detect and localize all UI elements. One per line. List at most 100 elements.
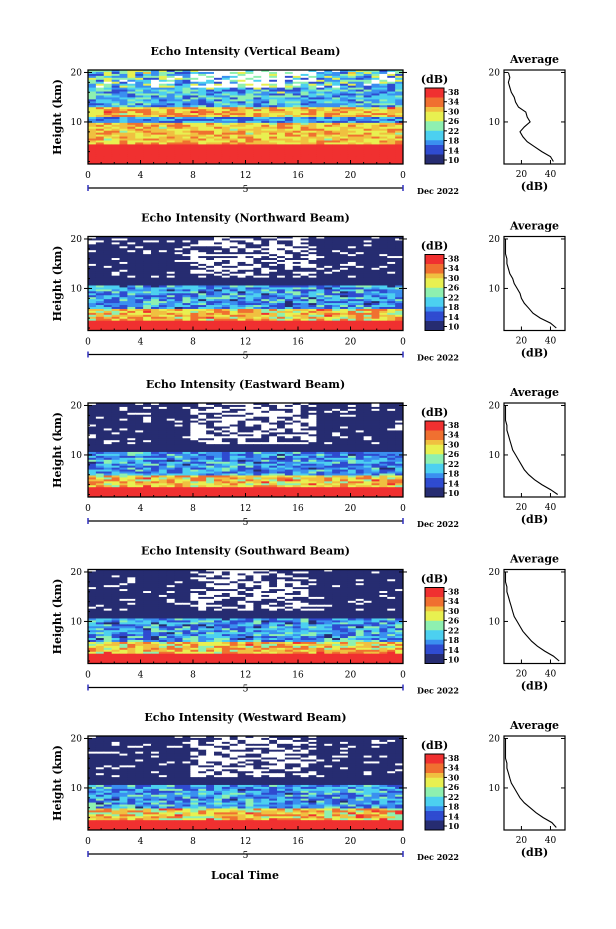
heatmap-cell (371, 120, 380, 124)
heatmap-cell (182, 279, 191, 282)
heatmap-cell (135, 244, 144, 247)
heatmap-cell (316, 310, 325, 314)
heatmap-cell (127, 420, 136, 423)
heatmap-cell (166, 424, 176, 427)
heatmap-cell (111, 156, 120, 159)
heatmap-cell (261, 275, 270, 279)
heatmap-cell (135, 124, 144, 128)
heatmap-cell (143, 422, 152, 425)
heatmap-cell (347, 418, 357, 422)
heatmap-cell (324, 434, 333, 437)
heatmap-cell (103, 118, 113, 122)
heatmap-cell (379, 291, 388, 294)
heatmap-cell (151, 146, 160, 149)
x-tick-label: 0 (400, 171, 406, 181)
heatmap-cell (190, 103, 199, 106)
heatmap-cell (371, 444, 380, 447)
heatmap-cell (245, 293, 254, 296)
heatmap-cell (269, 120, 278, 124)
heatmap-cell (143, 138, 152, 141)
heatmap-cell (88, 328, 97, 331)
colorbar-swatch (425, 268, 444, 274)
heatmap-cell (332, 436, 341, 439)
heatmap-cell (308, 318, 317, 322)
heatmap-cell (182, 295, 191, 298)
heatmap-cell (347, 285, 357, 288)
heatmap-cell (363, 134, 372, 137)
heatmap-cell (119, 269, 128, 273)
heatmap-cell (198, 91, 207, 94)
heatmap-cell (292, 293, 302, 296)
heatmap-cell (135, 73, 144, 77)
heatmap-cell (135, 152, 144, 155)
heatmap-cell (182, 93, 191, 96)
heatmap-cell (277, 238, 286, 241)
heatmap-cell (363, 89, 372, 92)
heatmap-cell (284, 426, 294, 429)
heatmap-cell (245, 273, 254, 277)
heatmap-cell (158, 265, 168, 269)
heatmap-cell (371, 412, 380, 416)
heatmap-cell (88, 314, 97, 318)
heatmap-cell (174, 144, 183, 147)
heatmap-cell (284, 115, 294, 118)
heatmap-cell (237, 301, 246, 304)
heatmap-cell (151, 236, 160, 239)
heatmap-cell (174, 117, 183, 120)
heatmap-cell (332, 293, 341, 296)
heatmap-cell (127, 240, 136, 243)
heatmap-cell (332, 140, 341, 143)
heatmap-cell (111, 416, 120, 420)
heatmap-cell (387, 436, 396, 439)
heatmap-cell (324, 265, 333, 269)
heatmap-cell (214, 277, 223, 280)
heatmap-cell (253, 156, 262, 159)
heatmap-cell (245, 113, 254, 116)
heatmap-cell (340, 136, 349, 139)
heatmap-cell (127, 115, 136, 118)
heatmap-cell (261, 273, 270, 277)
heatmap-cell (237, 158, 246, 161)
heatmap-cell (206, 291, 215, 294)
heatmap-cell (269, 134, 278, 137)
heatmap-cell (135, 430, 144, 433)
heatmap-cell (371, 307, 380, 310)
heatmap-cell (355, 305, 365, 308)
heatmap-cell (332, 320, 341, 324)
heatmap-cell (379, 70, 388, 73)
heatmap-cell (261, 140, 270, 143)
heatmap-cell (292, 432, 302, 435)
heatmap-cell (332, 283, 341, 286)
heatmap-cell (261, 291, 270, 294)
heatmap-cell (143, 434, 152, 437)
heatmap-cell (300, 158, 309, 161)
heatmap-cell (111, 111, 120, 114)
heatmap-cell (143, 99, 152, 102)
heatmap-cell (261, 158, 270, 161)
heatmap-cell (135, 240, 144, 243)
heatmap-cell (127, 285, 136, 288)
heatmap-cell (103, 308, 113, 312)
heatmap-cell (237, 160, 246, 163)
heatmap-cell (387, 111, 396, 114)
heatmap-cell (300, 404, 309, 408)
heatmap-cell (158, 283, 168, 286)
heatmap-cell (190, 403, 199, 406)
heatmap-cell (95, 254, 105, 257)
heatmap-cell (355, 412, 365, 416)
heatmap-cell (379, 154, 388, 157)
heatmap-cell (245, 307, 254, 310)
colorbar-swatch (425, 130, 444, 136)
heatmap-cell (221, 258, 231, 261)
heatmap-cell (371, 430, 380, 433)
heatmap-cell (245, 87, 254, 90)
heatmap-cell (111, 301, 120, 304)
heatmap-cell (340, 307, 349, 310)
heatmap-cell (151, 403, 160, 406)
heatmap-cell (214, 93, 223, 96)
heatmap-cell (174, 258, 183, 261)
heatmap-cell (269, 406, 278, 410)
heatmap-cell (340, 404, 349, 408)
heatmap-cell (245, 242, 254, 245)
heatmap-cell (229, 136, 239, 139)
